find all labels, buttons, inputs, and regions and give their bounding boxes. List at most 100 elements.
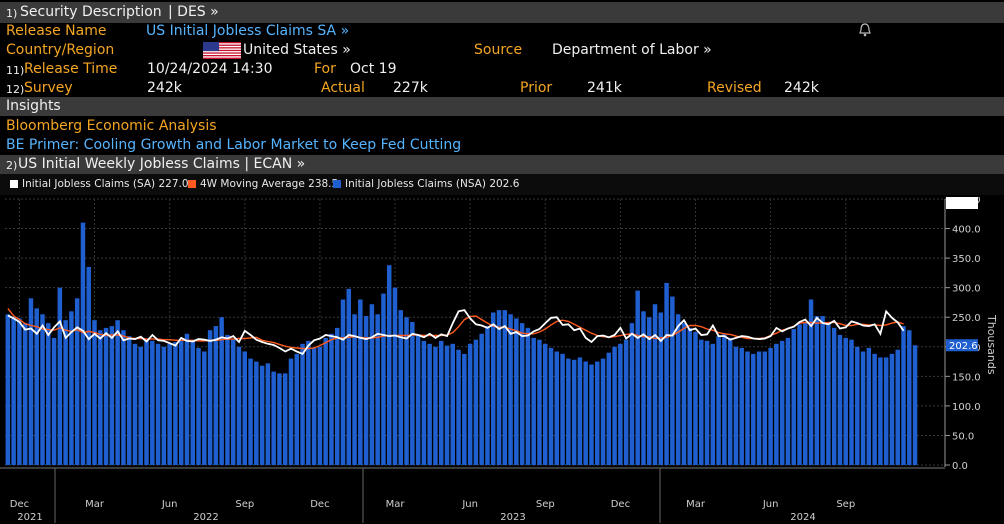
nsa-bar	[739, 347, 744, 465]
country-row: Country/Region United States » Source De…	[0, 41, 1004, 60]
nsa-bar	[167, 343, 172, 465]
us-flag-icon	[203, 42, 241, 65]
insights-title: Insights	[6, 98, 61, 114]
nsa-bar	[733, 346, 739, 465]
nsa-bar	[190, 339, 195, 465]
nsa-bar	[115, 320, 120, 465]
nsa-bar	[889, 353, 895, 465]
nsa-bar	[479, 333, 484, 465]
legend-swatch-ma	[188, 180, 196, 188]
nsa-bar	[207, 330, 213, 465]
legend-item-ma[interactable]: 4W Moving Average 238.5	[188, 174, 338, 195]
security-description-header[interactable]	[0, 2, 1004, 23]
nsa-bar	[473, 339, 479, 465]
nsa-bar	[502, 310, 508, 465]
nsa-bar	[80, 222, 86, 465]
nsa-bar	[311, 347, 317, 465]
nsa-bar	[178, 340, 184, 465]
jobless-claims-chart[interactable]: 0.050.0100.0150.0200.0250.0300.0350.0400…	[0, 197, 1004, 524]
release-name-link[interactable]: US Initial Jobless Claims SA »	[146, 23, 350, 39]
survey-label[interactable]: Survey	[24, 80, 73, 96]
x-month-label: Dec	[10, 499, 29, 510]
x-month-label: Jun	[762, 499, 779, 510]
x-year-label: 2021	[17, 512, 42, 523]
release-time-number: 11)	[6, 64, 25, 77]
x-month-label: Mar	[386, 499, 406, 510]
survey-row: 12) Survey 242k Actual 227k Prior 241k R…	[0, 79, 1004, 98]
nsa-bar	[92, 320, 97, 465]
nsa-bar	[791, 329, 796, 465]
nsa-bar	[323, 337, 328, 465]
nsa-bar	[219, 317, 224, 465]
nsa-bar	[693, 332, 698, 465]
nsa-bar	[433, 346, 438, 465]
x-month-label: Sep	[836, 499, 855, 510]
nsa-bar	[687, 327, 692, 465]
nsa-bar	[514, 318, 519, 465]
insights-row: Insights	[0, 97, 1004, 116]
nsa-bar	[623, 339, 629, 465]
bell-alert-icon[interactable]	[858, 22, 872, 44]
nsa-bar	[334, 327, 340, 465]
legend-label-nsa: Initial Jobless Claims (NSA)	[345, 178, 486, 190]
legend-item-sa[interactable]: Initial Jobless Claims (SA) 227.0	[10, 174, 189, 195]
nsa-bar	[34, 308, 39, 465]
nsa-bar	[901, 326, 906, 465]
y-tick-label: 350.0	[952, 254, 981, 265]
nsa-bar	[74, 298, 80, 465]
nsa-bar	[727, 337, 733, 465]
nsa-bar	[346, 288, 352, 465]
chart-header-title[interactable]: US Initial Weekly Jobless Claims | ECAN …	[18, 156, 306, 172]
nsa-bar	[548, 347, 554, 465]
nsa-bar	[583, 361, 588, 465]
nsa-bar	[675, 314, 681, 465]
nsa-bar	[63, 320, 68, 465]
nsa-last-value-tag-bg	[946, 339, 978, 352]
country-value[interactable]: United States »	[243, 42, 351, 58]
x-year-label: 2024	[790, 512, 815, 523]
chart-header-bar	[0, 155, 1004, 174]
release-row: Release Name US Initial Jobless Claims S…	[0, 22, 1004, 41]
nsa-bar	[831, 327, 837, 465]
primer-row: BE Primer: Cooling Growth and Labor Mark…	[0, 136, 1004, 155]
for-label: For	[314, 61, 336, 77]
nsa-bar	[404, 317, 409, 465]
nsa-bar	[670, 296, 675, 465]
legend-item-nsa[interactable]: Initial Jobless Claims (NSA) 202.6	[333, 174, 519, 195]
revised-value: 242k	[784, 80, 819, 96]
nsa-bar	[306, 340, 311, 465]
release-time-label[interactable]: Release Time	[24, 61, 118, 77]
x-month-label: Jun	[461, 499, 478, 510]
nsa-bar	[566, 358, 571, 465]
source-value[interactable]: Department of Labor »	[552, 42, 712, 58]
actual-value: 227k	[393, 80, 428, 96]
nsa-bar	[866, 347, 872, 465]
be-primer-link[interactable]: BE Primer: Cooling Growth and Labor Mark…	[6, 137, 462, 153]
nsa-bar	[797, 324, 802, 465]
release-time-value: 10/24/2024 14:30	[147, 61, 273, 77]
country-label: Country/Region	[6, 42, 115, 58]
nsa-bar	[392, 287, 398, 465]
nsa-bar	[618, 343, 623, 465]
nsa-bar	[340, 299, 346, 465]
nsa-bar	[282, 373, 288, 465]
revised-label: Revised	[707, 80, 762, 96]
nsa-last-value-tag: 202.6	[949, 341, 978, 352]
nsa-bar	[410, 321, 415, 465]
header-function[interactable]: | DES »	[168, 4, 219, 20]
nsa-bar	[456, 349, 461, 465]
nsa-bar	[202, 351, 207, 465]
header-title[interactable]: Security Description	[20, 4, 162, 20]
nsa-bar	[329, 333, 334, 465]
nsa-bar	[907, 330, 912, 465]
nsa-bar	[485, 326, 490, 465]
legend-swatch-sa	[10, 180, 18, 188]
y-tick-label: 50.0	[952, 431, 974, 442]
x-month-label: Mar	[85, 499, 105, 510]
nsa-bar	[525, 327, 531, 465]
sa-last-value-tag: 227.0	[949, 197, 978, 200]
nsa-bar	[849, 339, 854, 465]
header-row: 1) Security Description | DES »	[0, 3, 1004, 22]
nsa-bar	[895, 349, 900, 465]
nsa-bar	[5, 314, 11, 465]
